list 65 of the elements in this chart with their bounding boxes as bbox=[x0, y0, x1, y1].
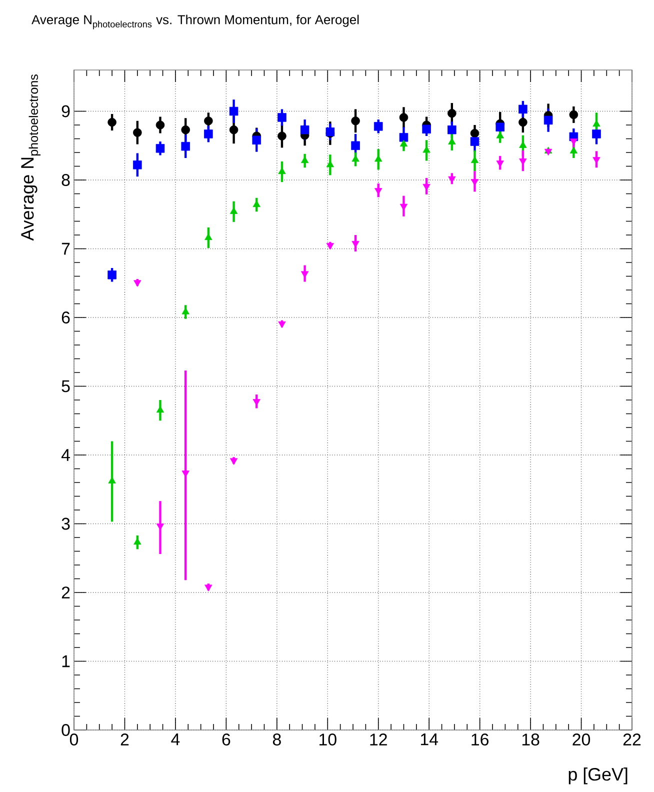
point bbox=[592, 130, 601, 138]
x-tick-label: 16 bbox=[472, 734, 488, 746]
y-axis-title: $\text{Average N}_{\text{photoelectrons}}$ bbox=[21, 74, 40, 241]
point bbox=[448, 125, 456, 134]
point bbox=[156, 120, 165, 130]
x-tick-label: 2 bbox=[120, 734, 129, 746]
chart-title: $\text{Average N}_{\text{photoelectrons}}\text{ vs. Thrown Momentum, for Aerogel}$ bbox=[32, 14, 359, 30]
point bbox=[569, 110, 578, 120]
point bbox=[181, 142, 190, 151]
point bbox=[374, 122, 383, 131]
point bbox=[229, 125, 238, 134]
point bbox=[570, 146, 578, 154]
point bbox=[351, 141, 360, 150]
point bbox=[108, 118, 116, 127]
x-tick-label: 8 bbox=[272, 734, 281, 746]
point bbox=[544, 116, 553, 125]
point bbox=[230, 458, 238, 465]
point bbox=[204, 116, 213, 126]
point bbox=[496, 122, 504, 132]
point bbox=[518, 104, 528, 114]
point bbox=[108, 270, 116, 280]
x-tick-label: 14 bbox=[420, 734, 438, 746]
x-tick-label: 6 bbox=[222, 734, 230, 746]
point bbox=[326, 243, 334, 250]
point bbox=[204, 130, 213, 138]
point bbox=[252, 136, 262, 145]
point bbox=[229, 106, 238, 116]
point bbox=[300, 271, 309, 278]
point bbox=[399, 113, 408, 122]
point bbox=[470, 128, 480, 138]
point bbox=[204, 584, 212, 592]
x-tick-label: 10 bbox=[320, 734, 336, 746]
point bbox=[278, 321, 286, 328]
point bbox=[518, 118, 528, 127]
x-tick-label: 18 bbox=[522, 734, 540, 746]
point bbox=[544, 148, 552, 156]
x-tick-label: 0 bbox=[70, 734, 78, 746]
point bbox=[448, 108, 456, 118]
y-tick-label: 5 bbox=[62, 380, 70, 392]
point bbox=[400, 140, 408, 147]
y-tick-label: 8 bbox=[62, 174, 70, 186]
x-tick-label: 22 bbox=[623, 734, 641, 746]
y-tick-label: 2 bbox=[62, 586, 70, 598]
x-tick-label: 4 bbox=[171, 734, 180, 746]
y-tick-label: 6 bbox=[62, 312, 70, 324]
x-axis-title: p [GeV] bbox=[568, 768, 628, 784]
point bbox=[133, 160, 142, 170]
x-tick-label: 20 bbox=[572, 734, 590, 746]
point bbox=[133, 128, 142, 137]
x-tick-label: 12 bbox=[370, 734, 387, 746]
point bbox=[278, 113, 286, 122]
point bbox=[181, 125, 190, 134]
y-tick-label: 0 bbox=[62, 724, 70, 736]
y-tick-label: 4 bbox=[61, 449, 70, 461]
point bbox=[422, 124, 431, 134]
y-tick-label: 1 bbox=[62, 655, 70, 668]
point bbox=[156, 144, 165, 153]
point bbox=[399, 132, 408, 142]
point bbox=[351, 116, 360, 126]
point bbox=[470, 137, 480, 146]
y-tick-label: 3 bbox=[62, 518, 70, 530]
point bbox=[134, 280, 142, 287]
y-tick-label: 7 bbox=[62, 242, 70, 255]
point bbox=[278, 132, 286, 140]
y-tick-label: 9 bbox=[62, 105, 70, 118]
